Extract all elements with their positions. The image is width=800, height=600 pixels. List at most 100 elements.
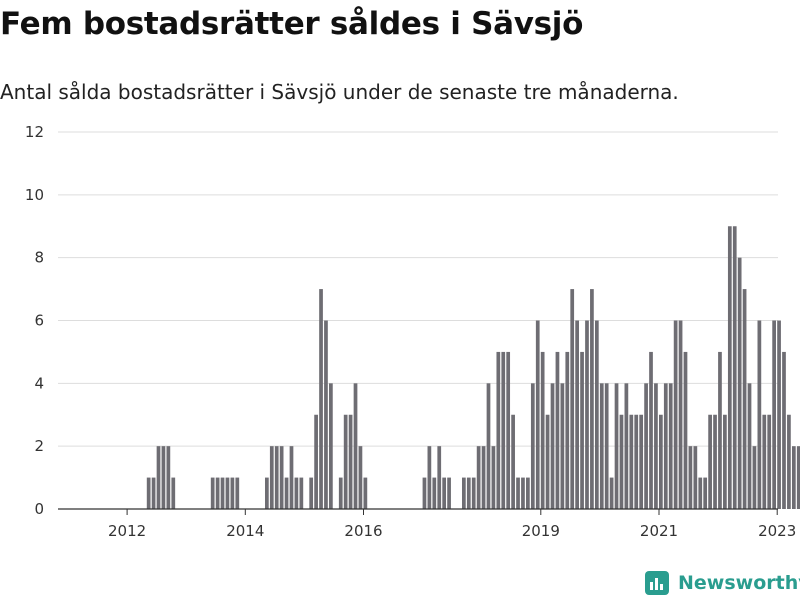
bar <box>491 446 496 509</box>
bar <box>146 477 151 509</box>
bar <box>476 446 481 509</box>
bar <box>698 477 703 509</box>
bar <box>284 477 289 509</box>
bars <box>146 226 800 509</box>
bar <box>545 414 550 509</box>
x-tick-label: 2014 <box>226 522 264 540</box>
bar <box>762 414 767 509</box>
chart-subtitle: Antal sålda bostadsrätter i Sävsjö under… <box>0 80 679 104</box>
bar <box>649 351 653 509</box>
bar <box>265 477 269 509</box>
bar <box>156 446 161 509</box>
bar <box>718 351 722 509</box>
bar <box>599 383 604 509</box>
bar <box>161 446 166 509</box>
bar <box>550 383 555 509</box>
bar <box>530 383 535 509</box>
newsworthy-logo-icon <box>645 571 669 595</box>
bar <box>673 320 678 509</box>
bar <box>614 383 619 509</box>
bar <box>713 414 717 509</box>
bar <box>659 414 663 509</box>
bar <box>668 383 673 509</box>
bar <box>757 320 762 509</box>
bar <box>422 477 427 509</box>
bar <box>585 320 589 509</box>
bar <box>171 477 176 509</box>
bar <box>580 351 584 509</box>
bar <box>727 226 732 509</box>
bar <box>279 446 284 509</box>
bar <box>427 446 432 509</box>
bar <box>353 383 358 509</box>
bar <box>151 477 156 509</box>
bar <box>338 477 343 509</box>
y-tick-label: 10 <box>25 186 44 204</box>
bar <box>511 414 515 509</box>
y-tick-label: 2 <box>34 437 44 455</box>
gridlines <box>58 131 778 447</box>
bar <box>752 446 757 509</box>
bar <box>235 477 240 509</box>
x-tick-label: 2019 <box>522 522 560 540</box>
bar <box>526 477 530 509</box>
bar <box>225 477 230 509</box>
bar <box>516 477 520 509</box>
y-tick-label: 6 <box>34 312 44 330</box>
bar <box>742 289 747 509</box>
bar <box>747 383 752 509</box>
bar <box>294 477 299 509</box>
bar <box>462 477 466 509</box>
bar <box>708 414 712 509</box>
bar <box>777 320 781 509</box>
bar <box>772 320 776 509</box>
bar <box>796 446 800 509</box>
bar <box>486 383 491 509</box>
chart-title: Fem bostadsrätter såldes i Sävsjö <box>0 6 584 42</box>
y-axis: 0 2 4 6 8 10 12 <box>25 123 44 518</box>
bar <box>540 351 545 509</box>
bar <box>560 383 565 509</box>
bar <box>723 414 727 509</box>
bar <box>639 414 644 509</box>
y-tick-label: 12 <box>25 123 44 141</box>
y-tick-label: 0 <box>34 500 44 518</box>
bar <box>329 383 333 509</box>
bar <box>624 383 629 509</box>
bar <box>324 320 328 509</box>
bar <box>230 477 235 509</box>
bar <box>319 289 323 509</box>
bar <box>358 446 363 509</box>
bar <box>363 477 368 509</box>
x-axis: 2012201420162019202120232025 <box>58 508 796 540</box>
bar <box>274 446 279 509</box>
bar <box>289 446 294 509</box>
bar <box>590 289 594 509</box>
y-tick-label: 8 <box>34 249 44 267</box>
bar <box>269 446 274 509</box>
bar <box>654 383 658 509</box>
bar <box>767 414 772 509</box>
bar <box>220 477 225 509</box>
bar <box>447 477 451 509</box>
x-tick-label: 2016 <box>344 522 382 540</box>
bar <box>343 414 348 509</box>
bar <box>309 477 314 509</box>
bar <box>609 477 614 509</box>
bar <box>466 477 471 509</box>
bar <box>732 226 737 509</box>
bar <box>506 351 511 509</box>
bar <box>565 351 570 509</box>
bar <box>703 477 708 509</box>
bar <box>501 351 506 509</box>
y-tick-label: 4 <box>34 374 44 392</box>
bar <box>555 351 560 509</box>
bar <box>570 289 575 509</box>
bar <box>535 320 540 509</box>
bar <box>496 351 501 509</box>
newsworthy-logo[interactable]: Newsworthy <box>644 570 800 596</box>
bar <box>791 446 796 509</box>
bar <box>314 414 318 509</box>
bar <box>663 383 668 509</box>
